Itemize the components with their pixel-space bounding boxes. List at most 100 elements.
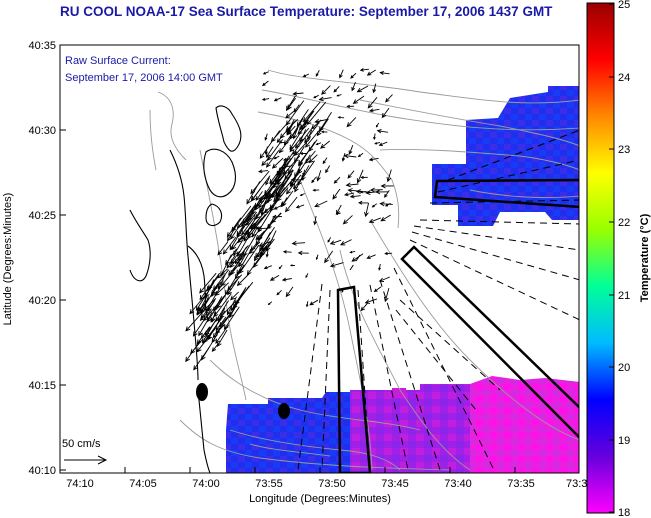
current-vector <box>320 140 330 149</box>
y-tick-label: 40:20 <box>28 295 56 307</box>
current-vector <box>246 181 261 205</box>
y-tick-label: 40:25 <box>28 210 56 222</box>
current-vector <box>333 85 340 93</box>
current-vector <box>351 253 364 262</box>
current-vector <box>339 69 344 79</box>
current-vector <box>347 170 355 179</box>
current-vector <box>253 238 275 268</box>
current-vector <box>257 169 269 174</box>
current-vector <box>279 164 293 170</box>
current-vector <box>267 301 273 306</box>
current-vector <box>297 250 309 256</box>
colorbar-tick-marks <box>609 3 614 513</box>
right-arrow-icon <box>64 455 108 465</box>
current-label-line1: Raw Surface Current: <box>65 55 171 67</box>
current-vector <box>290 168 301 187</box>
current-vector <box>215 316 227 331</box>
current-vector <box>359 68 369 72</box>
transect-box-south <box>336 285 372 473</box>
current-vector <box>286 97 296 110</box>
current-vector <box>289 264 295 267</box>
current-vector <box>360 175 368 180</box>
current-vector <box>366 254 376 260</box>
radar-coverage-lines <box>297 129 579 471</box>
sst-band-purple <box>350 384 470 473</box>
x-tick-label: 74:00 <box>192 478 220 490</box>
current-vector <box>302 169 306 177</box>
current-vector <box>271 214 282 219</box>
current-vector <box>314 200 328 208</box>
current-vector <box>380 183 394 189</box>
current-vector <box>348 145 354 155</box>
current-vector <box>215 300 229 322</box>
current-vector <box>198 311 213 337</box>
coastline <box>129 105 242 473</box>
current-vector <box>270 212 282 224</box>
current-vector <box>236 273 250 287</box>
current-vector <box>384 94 393 103</box>
current-vector <box>251 203 259 215</box>
current-vector <box>358 200 369 205</box>
current-vector <box>237 234 250 257</box>
current-vector <box>237 222 255 244</box>
current-vector <box>341 152 346 162</box>
current-vector <box>368 157 379 162</box>
current-vector <box>318 96 332 102</box>
current-vector <box>386 169 392 183</box>
current-vector <box>273 97 282 102</box>
current-vector <box>371 203 378 208</box>
buoy-marker-east <box>278 403 290 419</box>
current-vector <box>384 251 393 256</box>
current-vector <box>231 205 252 233</box>
current-vector <box>216 287 231 309</box>
current-vector <box>199 272 217 294</box>
current-vector <box>223 306 240 330</box>
current-vector <box>314 118 328 124</box>
current-vector <box>211 326 222 344</box>
current-vector <box>325 165 331 174</box>
current-vector <box>258 190 271 209</box>
current-vector <box>264 146 268 155</box>
current-vector <box>263 265 272 270</box>
current-vector <box>350 72 357 79</box>
current-vector <box>327 237 332 243</box>
current-vector <box>263 200 278 214</box>
current-vector <box>367 97 378 109</box>
current-vector <box>246 217 263 236</box>
current-vector <box>222 237 237 255</box>
current-vector <box>329 239 342 245</box>
current-vector <box>282 155 301 176</box>
current-vector <box>285 110 295 119</box>
y-tick-label: 40:10 <box>28 465 56 477</box>
transect-box-diagonal <box>400 245 579 439</box>
map-title: RU COOL NOAA-17 Sea Surface Temperature:… <box>60 4 553 19</box>
current-vector <box>324 250 334 264</box>
current-vector <box>261 156 271 167</box>
current-vector <box>254 192 271 221</box>
current-vector <box>337 116 345 119</box>
current-vector <box>232 285 250 310</box>
current-vector <box>270 197 280 212</box>
current-vector <box>185 312 203 332</box>
current-vector <box>293 104 300 113</box>
current-vector <box>374 141 381 145</box>
transect-box-east <box>433 178 579 209</box>
sst-band-pink <box>470 376 579 473</box>
current-vector <box>318 111 332 132</box>
x-tick-label: 73:50 <box>318 478 346 490</box>
current-vector <box>211 282 219 298</box>
y-axis: 40:35 40:30 40:25 40:20 40:15 40:10 Lati… <box>2 40 66 477</box>
current-vector <box>281 190 294 207</box>
current-vector <box>376 128 388 134</box>
current-vector <box>378 276 390 282</box>
x-tick-label: 73:40 <box>444 478 472 490</box>
colorbar-bar <box>586 2 615 514</box>
current-vector <box>265 150 280 168</box>
current-vector <box>196 297 209 316</box>
current-vector <box>344 192 355 197</box>
colorbar: 25 24 23 22 21 20 19 18 Temperature (°C) <box>586 0 651 518</box>
current-vector <box>230 291 239 301</box>
transect-boxes <box>336 178 579 473</box>
buoy-marker-west <box>196 383 208 401</box>
